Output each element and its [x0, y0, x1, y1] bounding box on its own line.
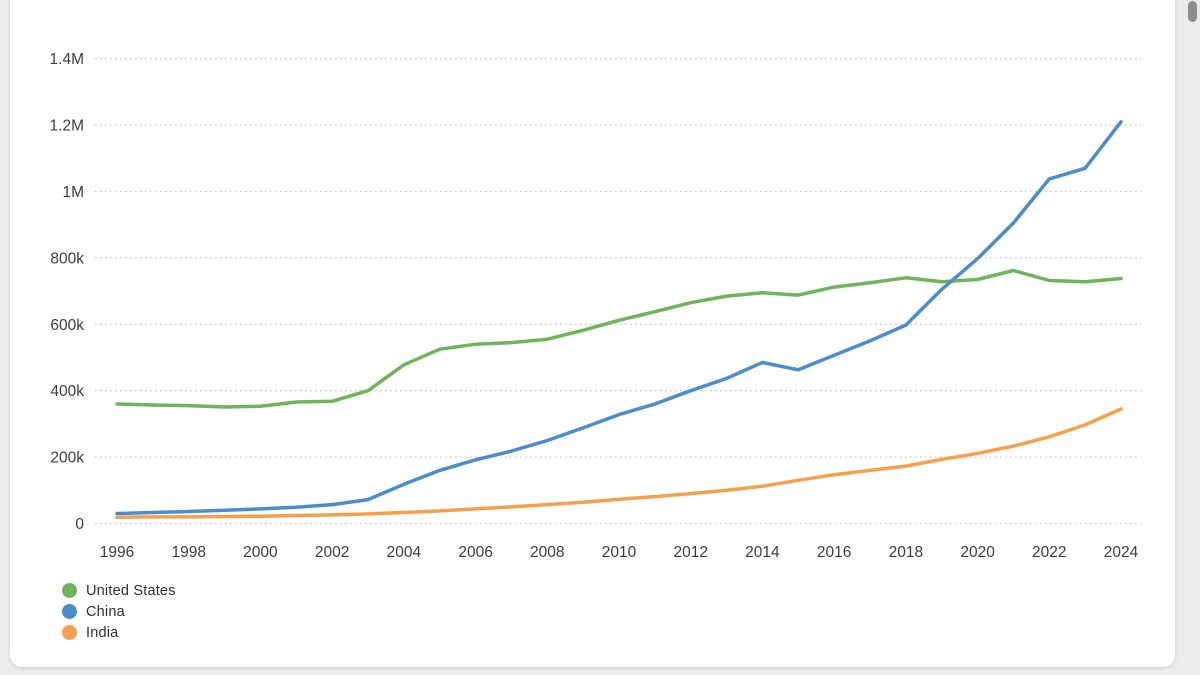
x-axis-tick-label: 2024 — [1104, 544, 1139, 561]
legend-item-india[interactable]: India — [62, 624, 176, 641]
chart-legend: United States China India — [62, 582, 176, 641]
y-axis-tick-label: 1.2M — [50, 118, 84, 135]
x-axis-tick-label: 2010 — [602, 544, 637, 561]
x-axis-tick-label: 2002 — [315, 544, 349, 561]
y-axis-tick-label: 200k — [50, 450, 84, 467]
x-axis-tick-label: 2004 — [387, 544, 422, 561]
y-axis-tick-label: 1.4M — [50, 51, 84, 68]
scrollbar-thumb[interactable] — [1188, 1, 1197, 22]
legend-label: India — [86, 624, 119, 641]
y-axis-tick-label: 1M — [62, 184, 84, 201]
x-axis-tick-label: 2022 — [1032, 544, 1066, 561]
x-axis-tick-label: 2018 — [889, 544, 923, 561]
x-axis-tick-label: 2006 — [458, 544, 492, 561]
series-line-china[interactable] — [115, 120, 1123, 516]
series-line-india[interactable] — [115, 407, 1123, 519]
x-axis-tick-label: 2000 — [243, 544, 278, 561]
y-axis-tick-label: 0 — [75, 516, 84, 533]
x-axis-tick-label: 2008 — [530, 544, 564, 561]
x-axis-tick-label: 2014 — [745, 544, 780, 561]
y-axis-tick-label: 400k — [50, 383, 84, 400]
y-axis-tick-label: 600k — [50, 317, 84, 334]
legend-label: China — [86, 603, 125, 620]
x-axis-tick-label: 2012 — [673, 544, 707, 561]
chart-card — [10, 0, 1175, 667]
x-axis-tick-label: 2020 — [960, 544, 995, 561]
x-axis-tick-label: 1998 — [171, 544, 205, 561]
series-line-united-states[interactable] — [115, 268, 1123, 409]
legend-label: United States — [86, 582, 176, 599]
legend-item-united-states[interactable]: United States — [62, 582, 176, 599]
legend-item-china[interactable]: China — [62, 603, 176, 620]
legend-dot-india — [62, 625, 77, 640]
legend-dot-united-states — [62, 583, 77, 598]
legend-dot-china — [62, 604, 77, 619]
y-axis-tick-label: 800k — [50, 250, 84, 267]
x-axis-tick-label: 1996 — [100, 544, 134, 561]
x-axis-tick-label: 2016 — [817, 544, 851, 561]
